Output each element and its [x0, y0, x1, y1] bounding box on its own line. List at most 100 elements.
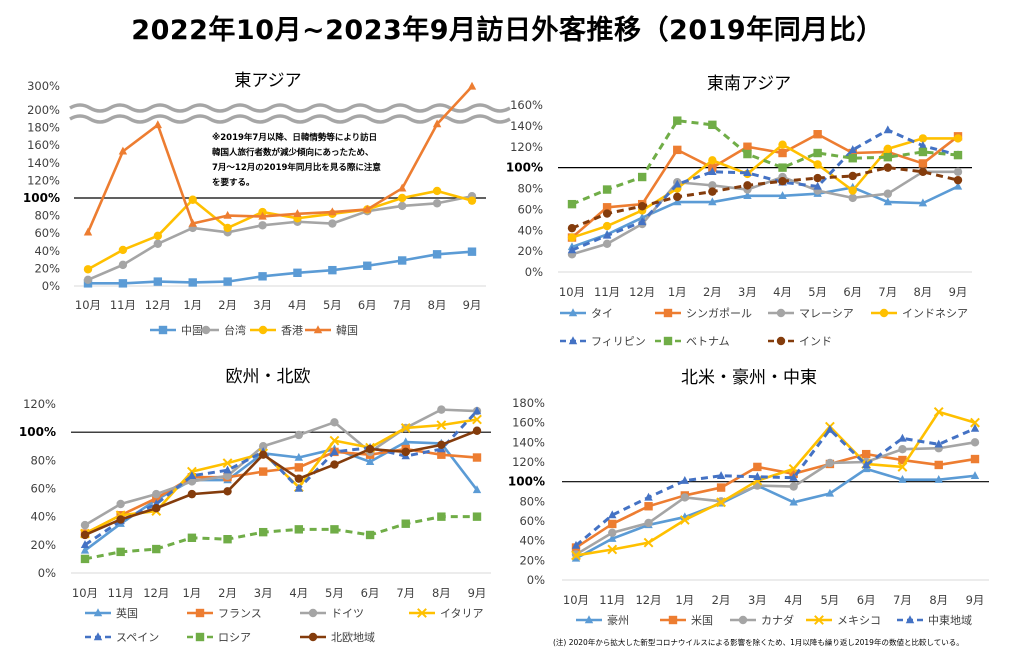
series-line	[84, 418, 478, 535]
y-tick-label: 140%	[510, 119, 543, 133]
data-point	[789, 482, 798, 491]
data-point	[80, 520, 90, 530]
data-point	[898, 433, 907, 442]
data-point	[365, 457, 375, 465]
data-point	[708, 167, 717, 175]
data-point	[789, 497, 798, 506]
series-line	[84, 440, 479, 552]
data-point	[825, 488, 835, 497]
legend-marker	[738, 615, 748, 625]
y-tick-label: 160%	[27, 138, 60, 152]
x-tick-label: 12月	[629, 285, 655, 299]
data-point	[328, 207, 337, 216]
legend-marker	[584, 615, 594, 624]
data-point	[813, 173, 822, 183]
x-tick-label: 11月	[599, 593, 625, 607]
data-point	[397, 256, 407, 265]
x-tick-label: 6月	[857, 593, 876, 607]
y-tick-label: 200%	[27, 103, 60, 117]
data-point	[970, 417, 980, 428]
data-point	[472, 426, 482, 435]
data-point	[680, 493, 690, 502]
data-point	[825, 424, 835, 433]
legend-marker	[308, 632, 318, 642]
data-point	[437, 512, 446, 521]
x-tick-label: 10月	[563, 593, 589, 607]
data-point	[933, 406, 944, 417]
data-point	[861, 449, 871, 459]
x-tick-label: 8月	[913, 285, 932, 299]
y-tick-label: 180%	[512, 396, 545, 410]
data-point	[679, 515, 690, 525]
x-tick-label: 3月	[253, 298, 272, 312]
legend-marker	[776, 308, 786, 318]
page-title: 2022年10月~2023年9月訪日外客推移（2019年同月比）	[131, 15, 884, 46]
data-point	[258, 272, 267, 281]
x-tick-label: 8月	[929, 593, 948, 607]
data-point	[472, 512, 482, 521]
data-point	[637, 172, 647, 182]
x-tick-label: 9月	[468, 586, 487, 600]
legend-label: 米国	[691, 614, 713, 627]
data-point	[608, 534, 617, 542]
data-point	[898, 475, 907, 483]
data-point	[753, 462, 762, 472]
x-tick-label: 4月	[288, 298, 307, 312]
legend-label: マレーシア	[799, 307, 854, 320]
data-point	[883, 189, 893, 198]
data-point	[644, 518, 653, 528]
data-point	[83, 227, 93, 236]
data-point	[467, 247, 477, 256]
y-tick-label: 40%	[30, 510, 56, 524]
x-tick-label: 2月	[218, 586, 237, 600]
legend-marker	[258, 325, 268, 335]
data-point	[188, 278, 197, 287]
data-point	[432, 119, 442, 128]
data-point	[80, 540, 90, 549]
x-tick-label: 9月	[966, 593, 985, 607]
data-point	[83, 275, 93, 285]
data-point	[472, 414, 482, 425]
data-point	[223, 465, 232, 474]
data-point	[673, 197, 682, 206]
legend-marker	[568, 308, 578, 317]
data-point	[813, 148, 822, 158]
legend-marker	[905, 615, 915, 624]
series-line	[571, 166, 959, 230]
data-point	[432, 250, 442, 259]
data-point	[152, 504, 161, 513]
data-point	[567, 233, 577, 242]
data-point	[918, 167, 928, 176]
data-point	[934, 460, 943, 470]
data-point	[363, 204, 372, 213]
data-point	[222, 458, 233, 469]
data-point	[708, 156, 717, 165]
annotation-text: を要する。	[212, 177, 255, 188]
legend-label: フィリピン	[591, 335, 646, 348]
series-line	[84, 408, 478, 527]
axis-break-wave	[69, 103, 511, 113]
legend-marker	[668, 615, 678, 625]
y-tick-label: 60%	[517, 202, 543, 216]
y-tick-label: 120%	[510, 140, 543, 154]
data-point	[778, 163, 787, 172]
legend-marker	[93, 632, 103, 641]
data-point	[602, 185, 612, 194]
series-line	[84, 429, 478, 537]
x-tick-label: 9月	[949, 285, 968, 299]
chart-title: 北米・豪州・中東	[681, 367, 817, 388]
data-point	[328, 219, 337, 228]
data-point	[432, 186, 442, 196]
legend-label: 英国	[116, 606, 138, 620]
data-point	[883, 163, 893, 172]
data-point	[716, 483, 726, 492]
y-tick-label: 80%	[30, 453, 56, 467]
data-point	[223, 210, 232, 219]
data-point	[970, 438, 980, 447]
data-point	[743, 181, 752, 190]
annotation-text: 7月～12月の2019年同月比を見る際に注意	[212, 162, 381, 173]
x-tick-label: 5月	[820, 593, 839, 607]
legend-marker	[776, 336, 786, 346]
data-point	[608, 510, 617, 519]
y-tick-label: 160%	[512, 416, 545, 430]
